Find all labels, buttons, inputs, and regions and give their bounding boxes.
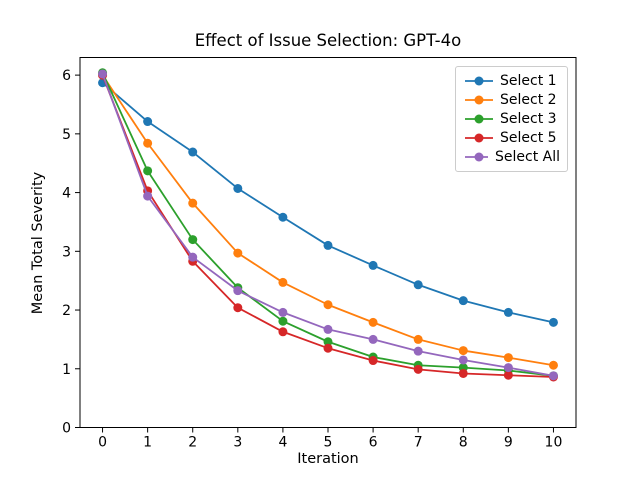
x-tick-label: 2: [188, 435, 197, 451]
legend-label: Select 5: [500, 130, 557, 146]
data-point-select-all: [233, 286, 243, 296]
x-tick-label: 4: [278, 435, 287, 451]
legend-label: Select 2: [500, 92, 557, 108]
legend-swatch-icon: [465, 133, 493, 143]
data-point-select-2: [548, 360, 558, 370]
data-point-select-all: [368, 334, 378, 344]
data-point-select-2: [323, 300, 333, 310]
legend-swatch-icon: [465, 114, 493, 124]
data-point-select-2: [188, 198, 198, 208]
legend-swatch-icon: [465, 152, 488, 162]
legend-item-select-1: Select 1: [465, 74, 560, 88]
data-point-select-all: [458, 355, 468, 365]
legend-swatch-icon: [465, 76, 493, 86]
x-tick-label: 10: [545, 435, 563, 451]
legend-swatch-icon: [465, 95, 493, 105]
x-tick-label: 5: [324, 435, 333, 451]
y-axis-label: Mean Total Severity: [30, 171, 46, 315]
legend-label: Select All: [495, 149, 560, 165]
data-point-select-1: [323, 240, 333, 250]
y-tick-label: 1: [62, 362, 71, 378]
x-tick-label: 7: [414, 435, 423, 451]
data-point-select-1: [413, 280, 423, 290]
legend: Select 1 Select 2 Select 3 Select 5 Select A…: [455, 66, 568, 172]
data-point-select-all: [188, 252, 198, 262]
data-point-select-5: [368, 356, 378, 366]
data-point-select-5: [233, 303, 243, 313]
data-point-select-5: [323, 343, 333, 353]
y-tick-label: 5: [62, 127, 71, 143]
data-point-select-all: [98, 69, 108, 79]
data-point-select-1: [233, 183, 243, 193]
x-tick-label: 6: [369, 435, 378, 451]
data-point-select-all: [143, 191, 153, 201]
data-point-select-all: [413, 346, 423, 356]
legend-item-select-5: Select 5: [465, 131, 560, 145]
data-point-select-1: [548, 317, 558, 327]
data-point-select-1: [188, 147, 198, 157]
legend-item-select-all: Select All: [465, 150, 560, 164]
data-point-select-1: [278, 212, 288, 222]
data-point-select-1: [368, 260, 378, 270]
data-point-select-5: [458, 368, 468, 378]
x-tick-label: 1: [143, 435, 152, 451]
data-point-select-2: [413, 334, 423, 344]
x-tick-label: 9: [504, 435, 513, 451]
data-point-select-1: [458, 296, 468, 306]
data-point-select-2: [503, 353, 513, 363]
x-tick-label: 8: [459, 435, 468, 451]
legend-item-select-2: Select 2: [465, 93, 560, 107]
data-point-select-all: [503, 363, 513, 373]
legend-item-select-3: Select 3: [465, 112, 560, 126]
y-tick-label: 2: [62, 303, 71, 319]
data-point-select-all: [278, 307, 288, 317]
x-tick-label: 3: [233, 435, 242, 451]
data-point-select-2: [278, 277, 288, 287]
axes-frame: [79, 57, 577, 428]
data-point-select-3: [188, 235, 198, 245]
data-point-select-5: [413, 364, 423, 374]
data-point-select-1: [503, 307, 513, 317]
legend-label: Select 1: [500, 73, 557, 89]
legend-label: Select 3: [500, 111, 557, 127]
y-tick-label: 4: [62, 186, 71, 202]
data-point-select-3: [143, 166, 153, 176]
y-tick-label: 0: [62, 421, 71, 437]
y-tick-label: 6: [62, 68, 71, 84]
data-point-select-5: [278, 327, 288, 337]
data-point-select-2: [143, 138, 153, 148]
x-tick-label: 0: [98, 435, 107, 451]
data-point-select-2: [458, 346, 468, 356]
chart-title: Effect of Issue Selection: GPT-4o: [194, 31, 462, 50]
data-point-select-2: [233, 248, 243, 258]
data-point-select-3: [278, 316, 288, 326]
data-point-select-3: [323, 337, 333, 347]
data-point-select-all: [323, 324, 333, 334]
x-axis-label: Iteration: [297, 451, 359, 467]
data-point-select-1: [143, 117, 153, 127]
y-tick-label: 3: [62, 244, 71, 260]
data-point-select-all: [548, 371, 558, 381]
data-point-select-2: [368, 317, 378, 327]
data-point-select-5: [503, 370, 513, 380]
